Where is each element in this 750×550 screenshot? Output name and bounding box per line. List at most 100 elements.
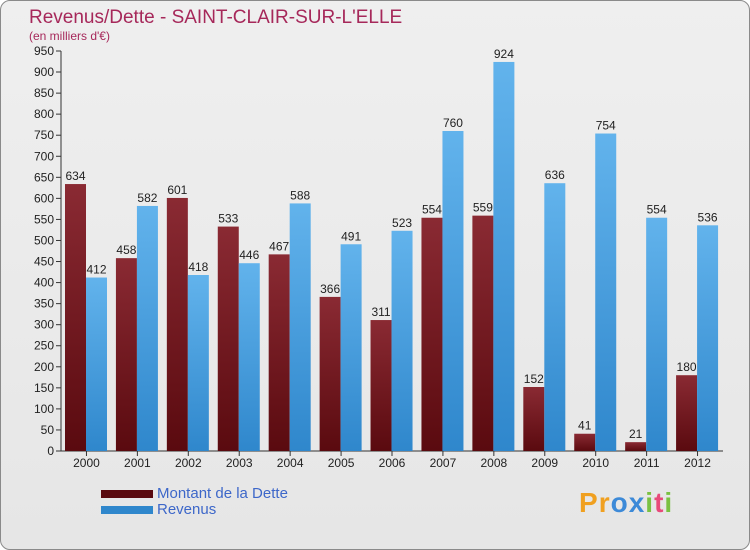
data-label-revenus: 446 bbox=[239, 248, 259, 262]
proxiti-logo: Proxiti bbox=[579, 487, 673, 519]
bar-debt bbox=[421, 217, 443, 451]
logo-letter: x bbox=[628, 487, 646, 518]
y-tick-label: 850 bbox=[34, 86, 54, 100]
x-tick-label: 2005 bbox=[328, 456, 355, 470]
x-tick-label: 2011 bbox=[634, 456, 660, 470]
data-label-revenus: 554 bbox=[647, 203, 667, 217]
data-label-revenus: 523 bbox=[392, 216, 412, 230]
y-tick-label: 650 bbox=[34, 170, 54, 184]
bar-revenus bbox=[340, 244, 362, 451]
y-tick-label: 500 bbox=[34, 233, 54, 247]
data-label-debt: 41 bbox=[578, 419, 592, 433]
data-label-debt: 467 bbox=[269, 239, 289, 253]
bar-debt bbox=[217, 226, 239, 451]
y-tick-label: 800 bbox=[34, 107, 54, 121]
legend-item-debt: Montant de la Dette bbox=[101, 485, 288, 502]
legend-swatch-revenus bbox=[101, 505, 153, 514]
data-label-debt: 366 bbox=[320, 282, 340, 296]
bar-revenus bbox=[595, 133, 617, 452]
y-tick-label: 50 bbox=[41, 423, 55, 437]
chart-title: Revenus/Dette - SAINT-CLAIR-SUR-L'ELLE bbox=[29, 7, 403, 28]
logo-letter: o bbox=[610, 487, 629, 518]
x-tick-label: 2010 bbox=[582, 456, 609, 470]
x-tick-label: 2009 bbox=[531, 456, 558, 470]
logo-letter: P bbox=[579, 487, 599, 518]
data-label-revenus: 491 bbox=[341, 229, 361, 243]
legend-label-revenus: Revenus bbox=[157, 501, 217, 518]
legend-label-debt: Montant de la Dette bbox=[157, 485, 288, 502]
data-label-debt: 458 bbox=[116, 243, 136, 257]
bar-debt bbox=[268, 254, 290, 451]
bar-debt bbox=[115, 258, 137, 451]
y-tick-label: 350 bbox=[34, 297, 54, 311]
legend-swatch-debt bbox=[101, 489, 153, 498]
x-tick-label: 2003 bbox=[226, 456, 253, 470]
data-label-debt: 601 bbox=[167, 183, 187, 197]
logo-letter: i bbox=[664, 487, 674, 518]
bar-revenus bbox=[646, 217, 668, 451]
bar-debt bbox=[676, 375, 698, 451]
bar-revenus bbox=[391, 230, 413, 451]
data-label-debt: 533 bbox=[218, 212, 238, 226]
x-tick-label: 2012 bbox=[684, 456, 711, 470]
y-tick-label: 450 bbox=[34, 255, 54, 269]
x-tick-label: 2008 bbox=[480, 456, 507, 470]
x-tick-label: 2007 bbox=[430, 456, 457, 470]
bar-revenus bbox=[187, 275, 209, 451]
legend-item-revenus: Revenus bbox=[101, 501, 216, 518]
data-label-revenus: 418 bbox=[188, 260, 208, 274]
y-tick-label: 150 bbox=[34, 381, 54, 395]
data-label-debt: 311 bbox=[371, 305, 390, 319]
y-tick-label: 750 bbox=[34, 128, 54, 142]
y-tick-label: 600 bbox=[34, 191, 54, 205]
bar-debt bbox=[625, 442, 647, 451]
y-tick-label: 550 bbox=[34, 212, 54, 226]
logo-letter: r bbox=[598, 487, 611, 518]
data-label-revenus: 588 bbox=[290, 188, 310, 202]
data-label-debt: 634 bbox=[65, 169, 85, 183]
logo-letter: t bbox=[654, 487, 665, 518]
chart-subtitle: (en milliers d'€) bbox=[29, 29, 110, 43]
x-tick-label: 2006 bbox=[379, 456, 406, 470]
data-label-debt: 152 bbox=[524, 372, 544, 386]
logo-letter: i bbox=[645, 487, 655, 518]
bar-debt bbox=[370, 320, 392, 451]
y-tick-label: 0 bbox=[47, 444, 54, 458]
y-tick-label: 700 bbox=[34, 149, 54, 163]
bar-debt bbox=[65, 184, 86, 452]
data-label-revenus: 636 bbox=[545, 168, 565, 182]
y-tick-label: 400 bbox=[34, 276, 54, 290]
y-tick-label: 950 bbox=[34, 44, 54, 58]
axes: 0 50 100 150 200 250 300 350 400 450 500 550 600 650 7… bbox=[34, 44, 723, 470]
y-tick-label: 100 bbox=[34, 402, 54, 416]
data-label-debt: 21 bbox=[629, 427, 643, 441]
y-tick-label: 250 bbox=[34, 339, 54, 353]
x-tick-label: 2002 bbox=[175, 456, 202, 470]
bar-revenus bbox=[544, 183, 566, 452]
data-label-revenus: 412 bbox=[86, 263, 106, 277]
data-label-revenus: 536 bbox=[698, 210, 718, 224]
x-tick-label: 2004 bbox=[277, 456, 304, 470]
bar-debt bbox=[523, 387, 545, 451]
data-label-debt: 559 bbox=[473, 201, 493, 215]
bar-revenus bbox=[289, 203, 311, 451]
data-label-revenus: 924 bbox=[494, 47, 514, 61]
data-labels: 634 412 458 582 601 418 533 446 467 588 366 491 311 5… bbox=[65, 47, 717, 441]
bar-revenus bbox=[136, 205, 158, 451]
data-label-debt: 180 bbox=[677, 360, 697, 374]
bar-debt bbox=[166, 197, 188, 451]
bar-revenus bbox=[493, 61, 515, 452]
x-tick-label: 2000 bbox=[73, 456, 100, 470]
x-tick-label: 2001 bbox=[124, 456, 151, 470]
data-label-revenus: 754 bbox=[596, 119, 616, 133]
y-tick-label: 300 bbox=[34, 318, 54, 332]
y-tick-label: 200 bbox=[34, 360, 54, 374]
bar-debt bbox=[574, 433, 596, 451]
bar-debt bbox=[319, 296, 341, 451]
bar-revenus bbox=[697, 225, 719, 451]
y-tick-label: 900 bbox=[34, 65, 54, 79]
bar-revenus bbox=[86, 277, 107, 451]
data-label-debt: 554 bbox=[422, 203, 442, 217]
